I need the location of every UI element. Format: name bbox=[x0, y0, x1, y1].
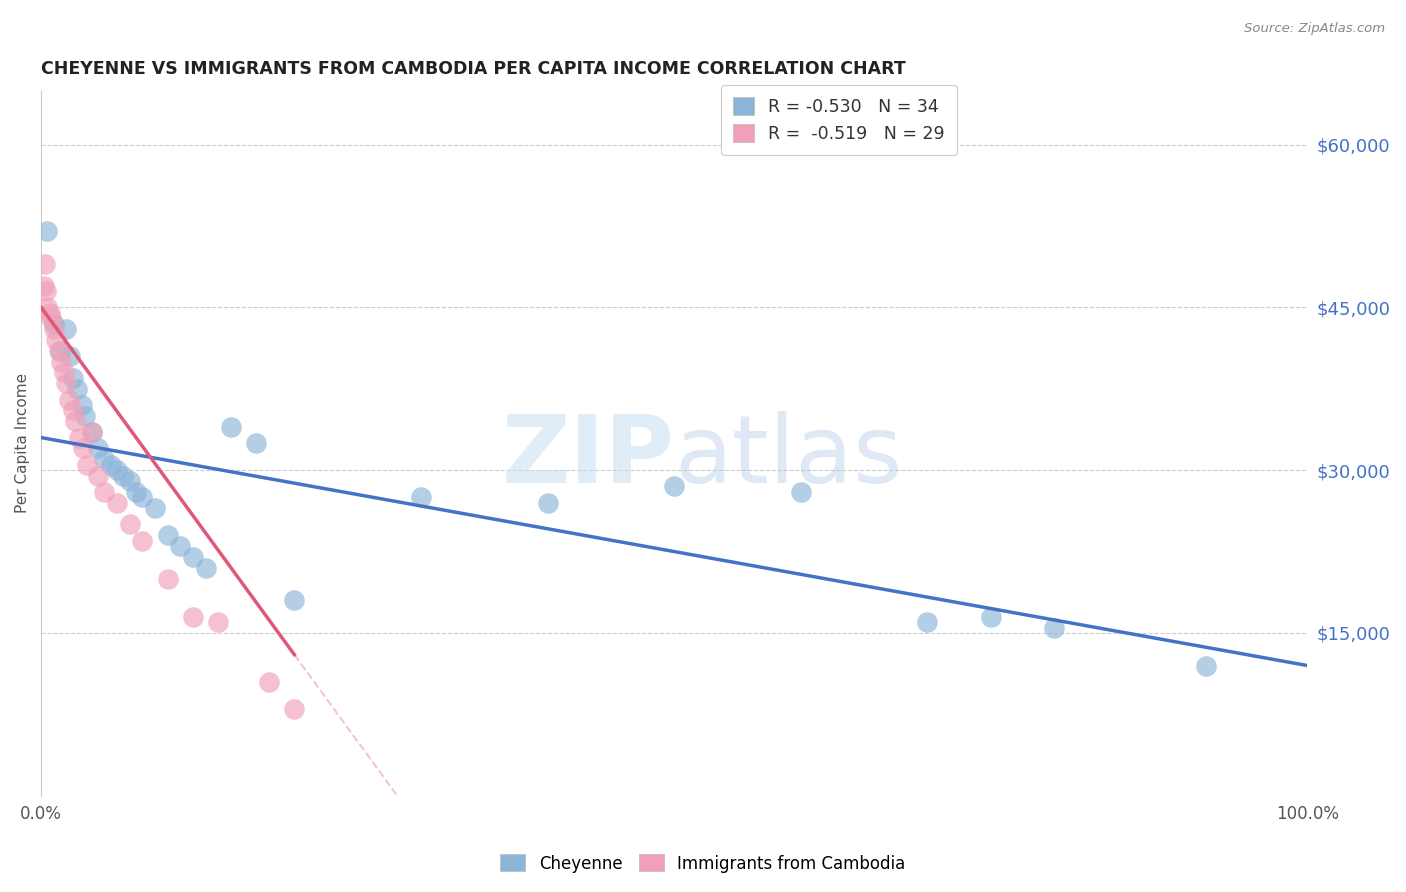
Point bbox=[72, 442, 94, 456]
Point bbox=[34, 257, 56, 271]
Point bbox=[105, 496, 128, 510]
Point bbox=[131, 490, 153, 504]
Point bbox=[790, 484, 813, 499]
Point bbox=[65, 414, 87, 428]
Point bbox=[70, 398, 93, 412]
Point bbox=[80, 425, 103, 439]
Point bbox=[169, 539, 191, 553]
Point bbox=[93, 484, 115, 499]
Point bbox=[207, 615, 229, 629]
Y-axis label: Per Capita Income: Per Capita Income bbox=[15, 373, 30, 513]
Point bbox=[87, 468, 110, 483]
Point bbox=[409, 490, 432, 504]
Point bbox=[194, 561, 217, 575]
Point bbox=[664, 479, 686, 493]
Point bbox=[39, 311, 62, 326]
Point bbox=[245, 436, 267, 450]
Point bbox=[67, 431, 90, 445]
Point bbox=[49, 343, 72, 358]
Point bbox=[1195, 658, 1218, 673]
Point bbox=[125, 484, 148, 499]
Text: CHEYENNE VS IMMIGRANTS FROM CAMBODIA PER CAPITA INCOME CORRELATION CHART: CHEYENNE VS IMMIGRANTS FROM CAMBODIA PER… bbox=[41, 60, 905, 78]
Point bbox=[100, 458, 122, 472]
Point bbox=[48, 343, 70, 358]
Point bbox=[112, 468, 135, 483]
Point bbox=[59, 349, 82, 363]
Point bbox=[93, 452, 115, 467]
Point bbox=[42, 317, 65, 331]
Point bbox=[62, 371, 84, 385]
Point bbox=[156, 572, 179, 586]
Point bbox=[283, 593, 305, 607]
Point bbox=[219, 419, 242, 434]
Point bbox=[118, 474, 141, 488]
Point bbox=[181, 609, 204, 624]
Point bbox=[58, 392, 80, 407]
Point bbox=[32, 278, 55, 293]
Point bbox=[75, 409, 97, 423]
Point bbox=[257, 674, 280, 689]
Point bbox=[536, 496, 558, 510]
Point bbox=[45, 333, 67, 347]
Point bbox=[51, 354, 73, 368]
Point bbox=[55, 376, 77, 391]
Point bbox=[87, 442, 110, 456]
Point bbox=[55, 322, 77, 336]
Point bbox=[980, 609, 1002, 624]
Point bbox=[35, 284, 58, 298]
Point bbox=[37, 301, 59, 315]
Point bbox=[118, 517, 141, 532]
Point bbox=[37, 224, 59, 238]
Point bbox=[80, 425, 103, 439]
Point bbox=[181, 549, 204, 564]
Point bbox=[131, 533, 153, 548]
Legend: R = -0.530   N = 34, R =  -0.519   N = 29: R = -0.530 N = 34, R = -0.519 N = 29 bbox=[721, 85, 956, 155]
Legend: Cheyenne, Immigrants from Cambodia: Cheyenne, Immigrants from Cambodia bbox=[494, 847, 912, 880]
Text: Source: ZipAtlas.com: Source: ZipAtlas.com bbox=[1244, 22, 1385, 36]
Point bbox=[156, 528, 179, 542]
Point bbox=[42, 322, 65, 336]
Point bbox=[143, 501, 166, 516]
Text: atlas: atlas bbox=[675, 411, 903, 503]
Point bbox=[76, 458, 98, 472]
Point bbox=[283, 702, 305, 716]
Point bbox=[65, 382, 87, 396]
Point bbox=[917, 615, 939, 629]
Point bbox=[52, 366, 75, 380]
Text: ZIP: ZIP bbox=[502, 411, 675, 503]
Point bbox=[1043, 621, 1066, 635]
Point bbox=[62, 403, 84, 417]
Point bbox=[39, 306, 62, 320]
Point bbox=[105, 463, 128, 477]
